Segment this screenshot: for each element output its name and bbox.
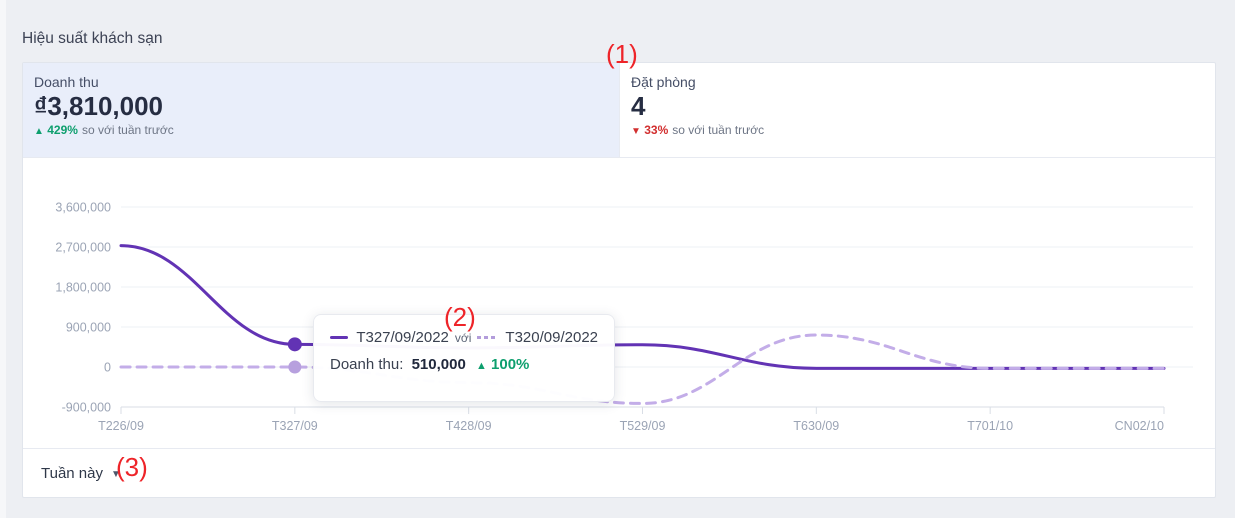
revenue-chart: 3,600,000 2,700,000 1,800,000 900,000 0 -900,… <box>23 158 1215 448</box>
hotel-performance-card: Doanh thu ₫3,810,000 ▲ 429% so với tuần … <box>22 62 1216 498</box>
svg-text:3,600,000: 3,600,000 <box>55 201 111 215</box>
tooltip-value-row: Doanh thu: 510,000 ▲ 100% <box>330 356 598 373</box>
metric-label: Doanh thu <box>34 74 99 90</box>
left-edge-strip <box>0 0 6 518</box>
metric-delta: ▼ 33% so với tuần trước <box>631 123 1204 137</box>
chart-canvas[interactable]: 3,600,000 2,700,000 1,800,000 900,000 0 -900,… <box>23 158 1215 448</box>
svg-text:-900,000: -900,000 <box>62 401 111 415</box>
chart-tooltip: T327/09/2022 với T320/09/2022 Doanh thu:… <box>313 314 615 402</box>
annotation-3: (3) <box>116 452 148 482</box>
series2-label: T320/09/2022 <box>505 329 598 346</box>
svg-text:0: 0 <box>104 361 111 375</box>
series1-label: T327/09/2022 <box>356 329 449 346</box>
svg-text:CN02/10: CN02/10 <box>1115 419 1164 433</box>
annotation-2: (2) <box>444 302 476 332</box>
metric-value: ₫3,810,000 <box>34 91 164 121</box>
metric-tile-revenue[interactable]: Doanh thu ₫3,810,000 ▲ 429% so với tuần … <box>23 63 619 157</box>
trend-down-icon: ▼ <box>631 126 641 138</box>
svg-text:T327/09: T327/09 <box>272 419 318 433</box>
series2-line-swatch <box>477 336 498 339</box>
delta-suffix: so với tuần trước <box>672 123 765 138</box>
metric-tile-bookings[interactable]: Đặt phòng 4 ▼ 33% so với tuần trước <box>619 63 1215 157</box>
delta-percent: 33% <box>644 123 669 138</box>
metric-value: 4 <box>631 91 646 121</box>
svg-text:900,000: 900,000 <box>66 321 111 335</box>
svg-text:1,800,000: 1,800,000 <box>55 281 111 295</box>
svg-text:T630/09: T630/09 <box>793 419 839 433</box>
trend-up-icon: ▲ <box>34 126 44 138</box>
metrics-row: Doanh thu ₫3,810,000 ▲ 429% so với tuần … <box>23 63 1215 158</box>
metric-delta: ▲ 429% so với tuần trước <box>34 123 608 137</box>
svg-text:T226/09: T226/09 <box>98 419 144 433</box>
trend-up-icon: ▲ <box>475 360 487 372</box>
tooltip-metric-value: 510,000 <box>411 356 466 373</box>
series1-line-swatch <box>330 336 349 339</box>
annotation-1: (1) <box>606 39 638 69</box>
page-title: Hiệu suất khách sạn <box>22 30 163 47</box>
card-footer: Tuần này ▼ <box>23 448 1215 498</box>
metric-label: Đặt phòng <box>631 74 696 90</box>
delta-suffix: so với tuần trước <box>81 123 174 138</box>
delta-percent: 429% <box>47 123 78 138</box>
tooltip-join-word: với <box>454 330 472 345</box>
svg-text:T428/09: T428/09 <box>446 419 492 433</box>
tooltip-metric-label: Doanh thu: <box>330 356 404 373</box>
svg-text:T529/09: T529/09 <box>620 419 666 433</box>
tooltip-legend-row: T327/09/2022 với T320/09/2022 <box>330 329 598 346</box>
caret-down-icon: ▼ <box>111 469 121 480</box>
svg-text:2,700,000: 2,700,000 <box>55 241 111 255</box>
tooltip-delta-percent: 100% <box>491 356 530 373</box>
date-range-dropdown[interactable]: Tuần này ▼ <box>41 465 121 482</box>
svg-text:T701/10: T701/10 <box>967 419 1013 433</box>
date-range-label: Tuần này <box>41 465 103 482</box>
